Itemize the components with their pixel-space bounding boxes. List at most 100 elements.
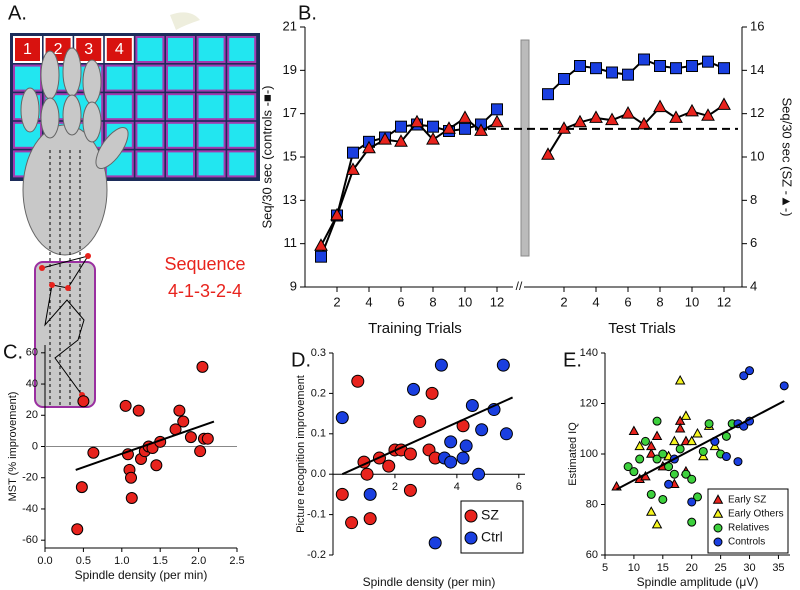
marker [669, 110, 683, 123]
palm [22, 124, 108, 256]
x-tick-label: 15 [657, 562, 669, 574]
legend-label: Controls [728, 537, 765, 548]
cell [196, 36, 226, 63]
marker [132, 404, 145, 417]
cell [166, 150, 195, 178]
marker [444, 435, 458, 449]
marker [687, 474, 697, 484]
decoration [170, 12, 200, 30]
cell [13, 64, 42, 92]
y-tick-label: 19 [283, 62, 297, 77]
x-axis-label: Spindle amplitude (μV) [637, 575, 759, 589]
marker [425, 386, 439, 400]
forearm [34, 261, 96, 408]
marker [428, 536, 442, 550]
marker [675, 444, 685, 454]
marker [685, 103, 699, 117]
x-tick-label: 6 [397, 294, 404, 309]
marker [125, 471, 138, 484]
marker [456, 451, 470, 465]
marker [687, 517, 697, 527]
axis-label: MST (% improvement) [7, 392, 19, 502]
x-tick-label: 2.5 [229, 555, 244, 567]
trend-line [616, 400, 785, 491]
marker [634, 440, 645, 451]
x-tick-label: 2 [333, 294, 340, 309]
x-tick-label: 4 [365, 294, 372, 309]
cell [166, 36, 195, 63]
marker [395, 120, 407, 133]
y-tick-label: 0.1 [311, 428, 326, 440]
y-tick-label: 120 [580, 397, 598, 409]
y2-tick-label: 12 [750, 105, 764, 120]
marker [194, 445, 207, 458]
marker [779, 381, 789, 391]
y2-tick-label: 8 [750, 192, 757, 207]
y-tick-label: 11 [284, 235, 298, 250]
key-label: 2 [54, 41, 63, 58]
panel-label: E. [563, 349, 582, 371]
marker [733, 457, 743, 467]
marker [464, 531, 478, 545]
finger [40, 97, 60, 139]
marker [635, 454, 645, 464]
marker [658, 449, 668, 459]
marker [646, 506, 657, 516]
marker [558, 73, 570, 85]
finger [40, 50, 60, 100]
marker [382, 459, 396, 473]
trend-line [75, 420, 215, 471]
y-tick-label: 0.3 [311, 347, 326, 359]
cell [227, 36, 257, 63]
marker [745, 366, 755, 376]
cell [104, 93, 134, 121]
cell [135, 93, 165, 121]
marker [119, 399, 132, 412]
marker [653, 99, 667, 113]
marker [640, 436, 650, 446]
marker [472, 467, 486, 481]
marker [426, 132, 440, 145]
marker [314, 238, 328, 251]
marker [654, 60, 666, 72]
y-tick-label: 80 [586, 498, 598, 510]
marker [442, 121, 456, 134]
marker [363, 487, 377, 501]
marker [651, 430, 663, 441]
marker [621, 106, 635, 119]
cell [135, 121, 165, 149]
marker [330, 207, 344, 221]
panel-label: D. [291, 349, 311, 371]
key-label: 4 [115, 41, 124, 58]
marker [712, 508, 724, 518]
marker [606, 66, 618, 79]
y-tick-label: 140 [580, 347, 598, 359]
marker [362, 140, 376, 154]
marker [652, 454, 662, 464]
x-tick-label: 10 [685, 294, 699, 309]
marker [718, 62, 730, 75]
marker [589, 110, 603, 123]
marker [427, 120, 439, 133]
key [104, 36, 134, 63]
marker [686, 60, 698, 72]
y-tick-label: 15 [283, 148, 297, 163]
marker [360, 467, 374, 481]
marker [403, 447, 417, 461]
panel-a: A. 1 2 3 4 Sequence 4-1-3-2-4 [8, 2, 260, 408]
finger [82, 59, 102, 105]
legend-label: Early SZ [728, 495, 766, 506]
marker [669, 435, 680, 446]
x-tick-label: 35 [772, 562, 784, 574]
y-tick-label: 0.0 [311, 468, 326, 480]
legend-label: Ctrl [481, 529, 503, 545]
x-tick-label: 30 [743, 562, 755, 574]
cell [196, 150, 226, 178]
marker [623, 462, 633, 472]
marker [542, 88, 554, 101]
y2-tick-label: 4 [750, 278, 757, 293]
y-tick-label: 100 [580, 448, 598, 460]
marker [444, 455, 458, 469]
x-tick-label: 1.0 [114, 555, 129, 567]
marker [701, 108, 715, 121]
